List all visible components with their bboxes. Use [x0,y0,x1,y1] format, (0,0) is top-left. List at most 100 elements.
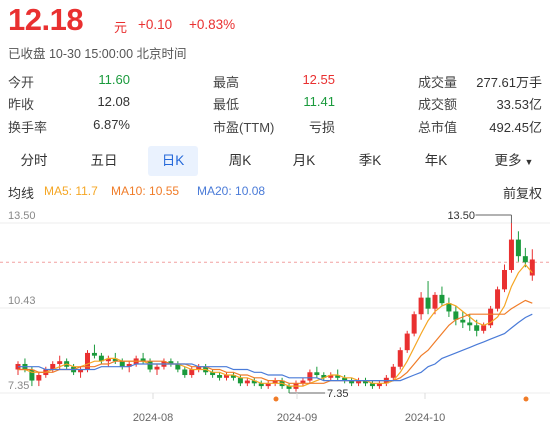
candle-body [286,386,292,389]
stat-value: 12.55 [302,72,335,87]
x-tick-label: 2024-09 [277,412,317,424]
candle-body [508,239,514,270]
tab-quarterly-k[interactable]: 季K [358,153,382,168]
candle-body [335,375,341,378]
candle-body [78,369,84,373]
candle-body [460,319,466,323]
candle-body [175,363,181,370]
y-tick-label: 10.43 [8,295,36,307]
event-dot [523,396,529,402]
max-price-label: 13.50 [447,210,475,222]
candle-body [418,297,424,315]
candle-body [217,375,223,378]
tab-more-label: 更多 [494,153,522,168]
candle-body [98,355,104,362]
stat-label: 总市值 [418,120,458,135]
period-tabs: 分时 五日 日K 周K 月K 季K 年K 更多 ▼ [0,146,550,178]
candle-body [515,239,521,257]
candle-body [411,314,417,334]
candle-body [356,380,362,384]
stat-value: 492.45亿 [489,120,542,135]
price-unit: 元 [114,20,128,35]
y-tick-label: 13.50 [8,210,36,222]
candle-body [105,358,111,362]
candle-body [314,372,320,376]
candle-body [363,380,368,384]
candle-body [258,383,264,387]
candle-body [481,325,487,331]
candle-body [397,350,403,367]
candle-body [154,366,160,370]
candle-body [488,308,494,326]
candle-body [390,366,396,378]
candle-body [168,361,174,364]
candle-body [307,372,313,381]
tab-minute[interactable]: 分时 [20,153,48,168]
candle-body [147,361,153,370]
candle-body [237,377,243,384]
candle-body [495,289,501,309]
stat-label: 市盈(TTM) [213,120,275,135]
candle-body [196,366,202,370]
candle-body [502,269,507,290]
current-price: 12.18 [8,2,84,37]
candle-body [126,363,132,367]
adjust-mode-button[interactable]: 前复权 [503,186,543,201]
candle-body [321,375,327,378]
candle-body [529,259,535,276]
candle-body [300,380,306,384]
candle-body [265,383,271,387]
candle-body [29,369,35,381]
ma-line-ma5 [18,263,533,387]
stat-label: 成交量 [418,75,458,90]
candle-body [112,358,118,362]
stat-label: 成交额 [418,97,458,112]
stat-value: 33.53亿 [496,97,542,112]
stat-label: 昨收 [8,97,35,112]
chevron-down-icon: ▼ [524,157,534,167]
price-change: +0.10 [138,17,173,32]
min-price-label: 7.35 [327,388,348,400]
y-tick-label: 7.35 [8,380,29,392]
event-dot [273,396,279,402]
ma10-value: MA10: 10.55 [111,184,180,198]
candle-body [182,369,188,376]
candle-body [251,380,257,384]
stat-value: 亏损 [308,120,335,135]
candle-body [328,375,334,378]
ma-label: 均线 [8,186,35,201]
candle-body [91,352,97,356]
candle-body [140,358,146,362]
tab-yearly-k[interactable]: 年K [424,153,448,168]
tab-weekly-k[interactable]: 周K [228,153,252,168]
candle-body [349,380,355,384]
candle-body [369,383,375,387]
candle-body [439,294,445,304]
candle-body [224,375,229,378]
candle-body [189,369,195,376]
tab-more[interactable]: 更多 ▼ [484,146,544,176]
candle-body [85,352,90,370]
candle-body [342,377,348,381]
x-tick-label: 2024-08 [133,412,173,424]
candle-body [474,325,480,331]
candle-body [119,361,125,367]
kline-chart[interactable]: 13.50 10.43 7.35 13.50 7.35 2024-08 2024-09 202… [0,203,550,435]
candle-body [244,380,250,384]
stat-value: 12.08 [97,94,130,109]
tab-five-day[interactable]: 五日 [90,153,118,168]
x-tick-label: 2024-10 [405,412,445,424]
tab-daily-k[interactable]: 日K [148,146,198,176]
stat-label: 最高 [213,75,240,90]
candle-body [522,256,528,263]
stat-value: 6.87% [93,117,130,132]
candle-body [50,363,56,370]
stat-value: 11.41 [303,94,335,109]
ma5-value: MA5: 11.7 [44,184,98,198]
ma-line-ma20 [18,313,533,382]
tab-monthly-k[interactable]: 月K [292,153,316,168]
stat-label: 最低 [213,97,240,112]
ma20-value: MA20: 10.08 [197,184,266,198]
candle-body [432,294,438,309]
candle-body [36,375,42,381]
